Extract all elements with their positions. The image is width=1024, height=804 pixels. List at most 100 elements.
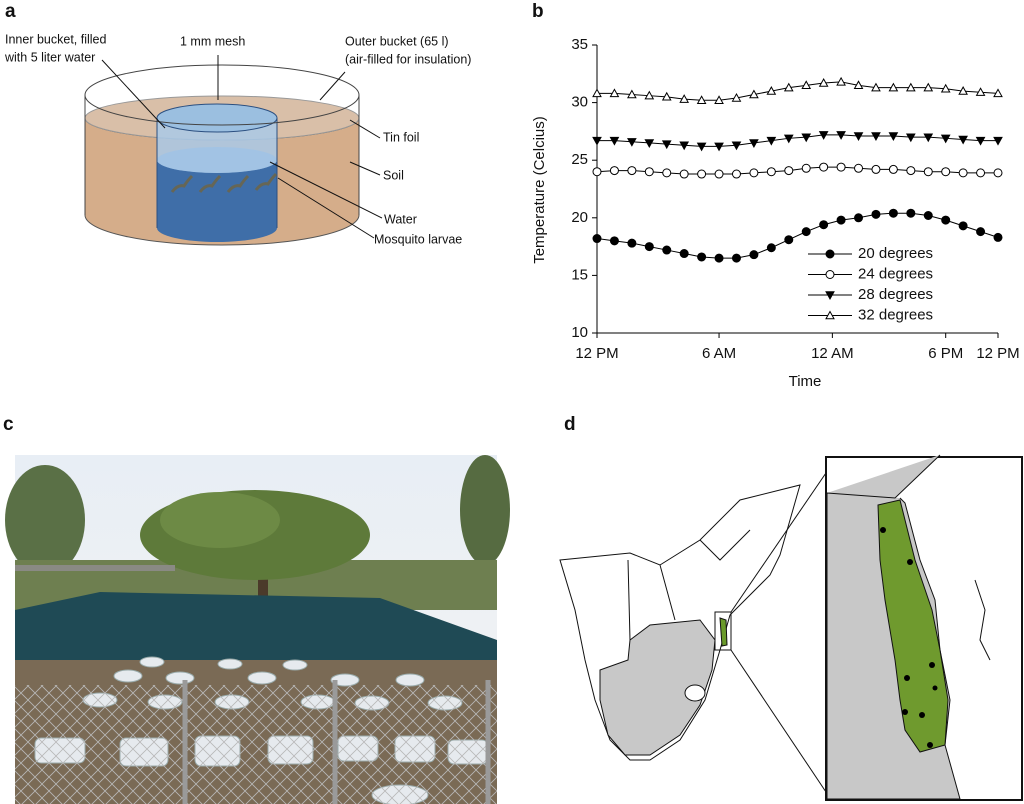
marker (661, 91, 672, 101)
marker (940, 83, 951, 93)
marker (958, 135, 968, 145)
marker (627, 238, 637, 248)
diagram-label: Water (384, 212, 417, 226)
marker (853, 80, 864, 90)
temperature-chart: Time Temperature (Celcius) 10 15 20 25 30 35 1… (531, 36, 1020, 390)
marker (644, 167, 654, 177)
marker (697, 169, 707, 179)
marker (697, 252, 707, 262)
marker (819, 220, 829, 230)
y-tick-label: 15 (571, 266, 588, 283)
marker (661, 140, 672, 150)
marker (749, 89, 759, 99)
legend-label: 32 degrees (858, 306, 933, 323)
y-tick-label: 20 (571, 209, 588, 226)
legend-label: 24 degrees (858, 265, 933, 282)
marker (609, 236, 619, 246)
diagram-label: (air-filled for insulation) (345, 52, 471, 66)
field-photo (5, 455, 510, 804)
marker (714, 169, 724, 179)
marker (853, 132, 864, 142)
marker (923, 167, 933, 177)
marker (871, 164, 881, 174)
panel-label: a (5, 1, 16, 22)
marker (818, 77, 829, 87)
diagram-label: Outer bucket (65 l) (345, 34, 449, 48)
marker (958, 221, 968, 231)
legend-marker (825, 291, 835, 301)
marker (906, 166, 916, 176)
panel-label: c (3, 414, 14, 435)
pointer-lines (101, 55, 383, 239)
marker (679, 249, 689, 259)
mesh (156, 103, 278, 133)
marker (731, 253, 741, 263)
y-tick-label: 30 (571, 94, 588, 111)
marker (662, 245, 672, 255)
marker (731, 141, 742, 151)
marker (836, 215, 846, 225)
diagram-label: Soil (383, 168, 404, 182)
marker (941, 167, 951, 177)
marker (731, 92, 742, 102)
larvae (170, 172, 278, 193)
marker (923, 133, 934, 143)
marker (940, 134, 951, 144)
marker (888, 164, 898, 174)
marker (801, 227, 811, 237)
marker (976, 227, 986, 237)
marker (801, 80, 812, 90)
marker (714, 253, 724, 263)
marker (993, 136, 1003, 146)
marker (714, 142, 724, 152)
marker (766, 136, 777, 146)
marker (662, 168, 672, 178)
marker (784, 235, 794, 245)
marker (975, 87, 986, 96)
marker (749, 250, 759, 260)
marker (679, 169, 689, 179)
marker (766, 167, 776, 177)
marker (871, 132, 881, 142)
series-line (596, 212, 999, 259)
legend-marker (825, 270, 835, 279)
marker (627, 89, 637, 99)
series-line (596, 166, 998, 175)
x-tick-label: 6 PM (928, 345, 963, 362)
marker (871, 209, 881, 219)
marker (592, 88, 602, 98)
marker (766, 86, 777, 95)
bucket-diagram: Inner bucket, filled with 5 liter water … (4, 32, 471, 246)
marker (993, 168, 1003, 178)
marker (801, 133, 812, 143)
x-tick-label: 12 AM (811, 345, 854, 362)
marker (923, 210, 933, 220)
marker (836, 131, 846, 140)
marker (871, 82, 881, 92)
marker (993, 88, 1003, 98)
marker (854, 163, 864, 173)
legend-label: 20 degrees (858, 245, 933, 262)
marker (609, 166, 619, 176)
x-tick-label: 12 PM (976, 345, 1019, 362)
panel-label: b (532, 1, 544, 22)
marker (592, 136, 602, 146)
marker (905, 82, 916, 92)
marker (766, 243, 776, 253)
marker (906, 208, 916, 218)
legend-marker (825, 249, 835, 259)
marker (888, 82, 899, 92)
series-line (597, 81, 999, 101)
marker (975, 136, 986, 146)
series-line (597, 134, 998, 147)
marker (836, 76, 846, 86)
marker (714, 95, 724, 104)
marker (749, 168, 759, 178)
panel-label: d (564, 414, 576, 435)
y-tick-label: 25 (571, 151, 588, 168)
inner-bucket (157, 118, 277, 173)
marker (801, 163, 811, 173)
x-axis-label: Time (789, 373, 822, 390)
diagram-label: Mosquito larvae (374, 232, 462, 246)
